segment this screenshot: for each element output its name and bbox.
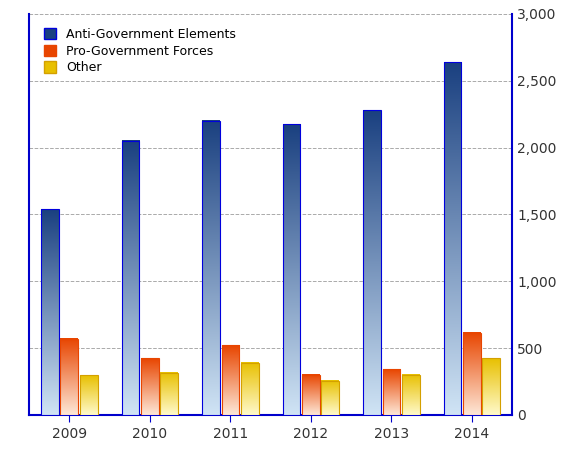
Bar: [302, 375, 320, 415]
Bar: [122, 141, 140, 415]
Bar: [141, 358, 159, 415]
Bar: [61, 339, 78, 415]
Bar: [443, 62, 462, 415]
Bar: [241, 363, 258, 415]
Bar: [283, 124, 300, 415]
Bar: [482, 358, 500, 415]
Bar: [382, 369, 400, 415]
Bar: [321, 381, 339, 415]
Bar: [402, 375, 420, 415]
Bar: [41, 209, 59, 415]
Legend: Anti-Government Elements, Pro-Government Forces, Other: Anti-Government Elements, Pro-Government…: [40, 24, 240, 78]
Bar: [202, 121, 220, 415]
Bar: [463, 333, 481, 415]
Bar: [222, 345, 239, 415]
Bar: [363, 110, 381, 415]
Bar: [160, 373, 178, 415]
Bar: [80, 375, 98, 415]
